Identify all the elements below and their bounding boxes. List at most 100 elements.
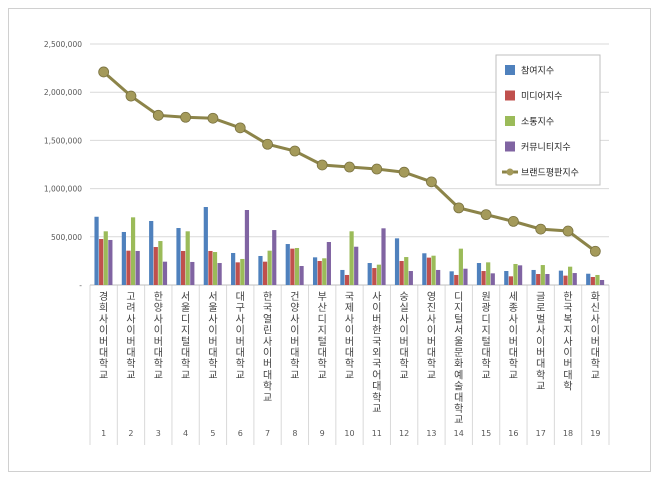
category-label-char: 버 (126, 336, 135, 348)
category-label-char: 학 (154, 358, 163, 370)
category-label-char: 이 (536, 336, 545, 348)
bar-참여지수 (176, 228, 181, 285)
bar-커뮤니티지수 (326, 242, 331, 285)
category-index-label: 15 (481, 429, 491, 438)
bar-커뮤니티지수 (190, 261, 195, 285)
category-index-label: 13 (426, 429, 436, 438)
category-label-char: 사 (126, 313, 135, 325)
category-label-char: 한 (372, 325, 381, 337)
bar-소통지수 (240, 258, 245, 285)
category-label-char: 지 (481, 325, 490, 337)
category-index-label: 1 (101, 429, 106, 438)
category-index-label: 6 (238, 429, 243, 438)
category-label-char: 이 (591, 325, 600, 337)
category-label-char: 사 (372, 291, 381, 303)
category-label-char: 버 (263, 358, 272, 370)
legend-swatch (505, 141, 515, 152)
category-label-char: 학 (318, 358, 327, 370)
bar-소통지수 (513, 263, 518, 285)
category-label-char: 열 (263, 313, 272, 325)
category-label-char: 대 (236, 291, 245, 303)
category-index-label: 11 (372, 429, 382, 438)
bar-참여지수 (367, 263, 372, 285)
legend-label: 미디어지수 (521, 91, 562, 102)
category-label-char: 문 (454, 347, 463, 359)
category-label-char: 학 (126, 358, 135, 370)
category-label-char: 대 (591, 347, 600, 359)
category-label-char: 화 (591, 291, 600, 303)
bar-커뮤니티지수 (217, 263, 222, 285)
category-label-char: 건 (290, 291, 299, 303)
category-label-char: 린 (263, 325, 272, 337)
category-index-label: 19 (590, 429, 600, 438)
category-label-char: 대 (509, 347, 518, 359)
category-index-label: 14 (454, 429, 464, 438)
category-label-char: 학 (563, 381, 572, 393)
category-label-char: 사 (400, 313, 409, 325)
category-label-char: 학 (400, 358, 409, 370)
line-point (316, 159, 328, 171)
category-label-char: 대 (318, 347, 327, 359)
category-label-char: 털 (318, 336, 327, 348)
bar-커뮤니티지수 (463, 268, 468, 285)
category-index-label: 10 (344, 429, 354, 438)
category-label-char: 학 (536, 369, 545, 381)
category-label-char: 사 (290, 313, 299, 325)
category-index-label: 3 (156, 429, 161, 438)
category-label-char: 이 (290, 325, 299, 337)
bar-미디어지수 (235, 262, 240, 285)
line-point (207, 112, 219, 124)
line-point (426, 176, 437, 188)
bar-참여지수 (394, 238, 400, 285)
category-label-char: 교 (345, 370, 354, 381)
line-point (507, 215, 519, 227)
category-label-char: 버 (427, 336, 436, 348)
bar-참여지수 (285, 244, 290, 285)
bar-미디어지수 (317, 260, 322, 285)
category-label-char: 털 (181, 336, 190, 348)
bar-참여지수 (586, 273, 591, 285)
category-label-char: 대 (208, 347, 217, 359)
bar-커뮤니티지수 (572, 273, 577, 285)
category-label-char: 털 (481, 336, 490, 348)
bar-소통지수 (130, 217, 136, 285)
legend-label: 참여지수 (521, 65, 554, 77)
line-point (371, 163, 383, 175)
category-label-char: 대 (481, 347, 490, 359)
category-label-char: 국 (563, 302, 572, 314)
category-label-char: 교 (236, 370, 245, 381)
y-tick-label: 500,000 (51, 233, 82, 242)
category-label-char: 복 (563, 313, 572, 325)
bar-미디어지수 (126, 250, 131, 285)
category-label-char: 디 (454, 291, 463, 303)
category-index-label: 18 (563, 429, 573, 438)
category-label-char: 서 (208, 291, 217, 303)
line-point (344, 161, 355, 173)
category-label-char: 신 (591, 302, 600, 314)
category-label-char: 사 (154, 313, 163, 325)
category-label-char: 외 (372, 347, 381, 359)
line-point (262, 138, 273, 150)
category-label-char: 양 (290, 302, 299, 314)
category-label-char: 이 (99, 325, 108, 337)
bar-커뮤니티지수 (517, 265, 523, 285)
category-label-char: 어 (372, 369, 381, 381)
category-label-char: 학 (454, 403, 463, 415)
line-point (98, 66, 110, 78)
bar-미디어지수 (290, 248, 295, 285)
category-label-char: 예 (454, 369, 463, 381)
bar-커뮤니티지수 (490, 273, 495, 285)
category-label-char: 국 (372, 358, 381, 370)
bar-커뮤니티지수 (545, 274, 550, 285)
category-index-label: 2 (128, 429, 133, 438)
category-label-char: 버 (290, 336, 299, 348)
category-label-char: 대 (400, 347, 409, 359)
category-label-char: 사 (99, 313, 108, 325)
category-label-char: 디 (481, 313, 490, 325)
category-label-char: 교 (481, 370, 490, 381)
bar-소통지수 (212, 252, 218, 285)
bar-참여지수 (531, 269, 536, 285)
category-label-char: 디 (181, 313, 190, 325)
y-tick-label: 2,000,000 (44, 88, 82, 97)
bar-소통지수 (267, 250, 272, 285)
